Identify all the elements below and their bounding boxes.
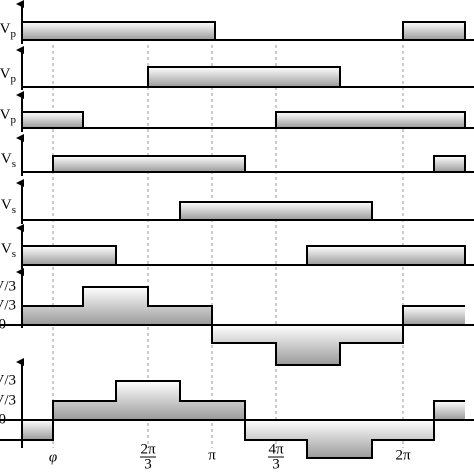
label-part: V bbox=[1, 151, 12, 167]
label-part: p bbox=[11, 114, 17, 126]
row-label: Vp bbox=[0, 21, 17, 39]
row-label: Vs bbox=[1, 241, 16, 259]
row-4: Vs bbox=[1, 134, 474, 176]
level-label: 0 bbox=[0, 411, 6, 427]
level-label: V/3 bbox=[0, 392, 16, 408]
label-part: p bbox=[11, 73, 17, 85]
tick-label: 2π bbox=[140, 441, 156, 457]
label-part: V bbox=[1, 197, 12, 213]
label-part: V bbox=[0, 21, 11, 37]
tick-label: φ bbox=[49, 449, 57, 465]
x-ticks: φ 2π 3 π 4π 3 2π bbox=[49, 441, 411, 472]
label-part: V bbox=[0, 107, 11, 123]
row-2: Vp bbox=[0, 46, 474, 90]
level-label: 2V/3 bbox=[0, 278, 16, 294]
row-8: 2V/3 V/3 0 bbox=[0, 358, 474, 459]
level-label: V/3 bbox=[0, 297, 16, 313]
row-6: Vs bbox=[1, 224, 474, 269]
row-label: Vs bbox=[1, 197, 16, 215]
label-part: p bbox=[11, 28, 17, 40]
level-label: 0 bbox=[0, 316, 6, 332]
level-label: 2V/3 bbox=[0, 372, 16, 388]
tick-label: 4π bbox=[268, 441, 284, 457]
label-part: s bbox=[12, 248, 16, 260]
row-label: Vp bbox=[0, 107, 17, 125]
row-3: Vp bbox=[0, 91, 474, 132]
row-5: Vs bbox=[1, 179, 474, 224]
row-label: Vs bbox=[1, 151, 16, 169]
label-part: V bbox=[0, 66, 11, 82]
tick-label: 3 bbox=[144, 456, 152, 472]
row-1: Vp bbox=[0, 0, 474, 44]
label-part: s bbox=[12, 204, 16, 216]
tick-label: 3 bbox=[272, 456, 280, 472]
tick-label: 2π bbox=[395, 447, 411, 463]
label-part: V bbox=[1, 241, 12, 257]
tick-label: π bbox=[208, 447, 216, 463]
row-7: 2V/3 V/3 0 bbox=[0, 268, 474, 366]
label-part: s bbox=[12, 158, 16, 170]
row-label: Vp bbox=[0, 66, 17, 84]
